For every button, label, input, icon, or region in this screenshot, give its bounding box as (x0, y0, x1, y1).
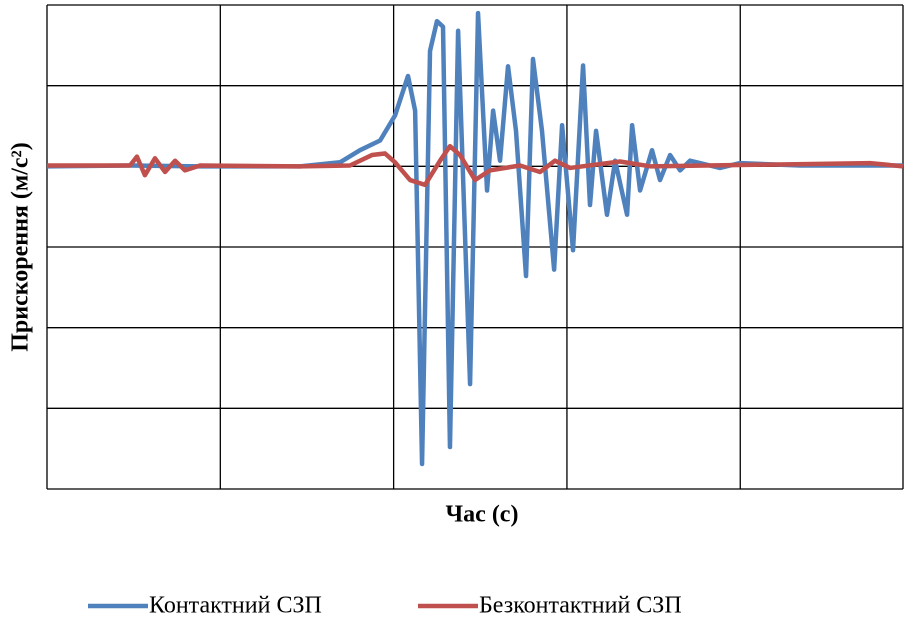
legend-label: Безконтактний СЗП (479, 593, 682, 619)
y-axis-label: Прискорення (м/с²) (8, 142, 34, 352)
data-line (47, 143, 904, 188)
x-axis-label: Час (с) (446, 502, 519, 528)
legend-label: Контактний СЗП (149, 593, 322, 619)
data-line (46, 10, 903, 467)
